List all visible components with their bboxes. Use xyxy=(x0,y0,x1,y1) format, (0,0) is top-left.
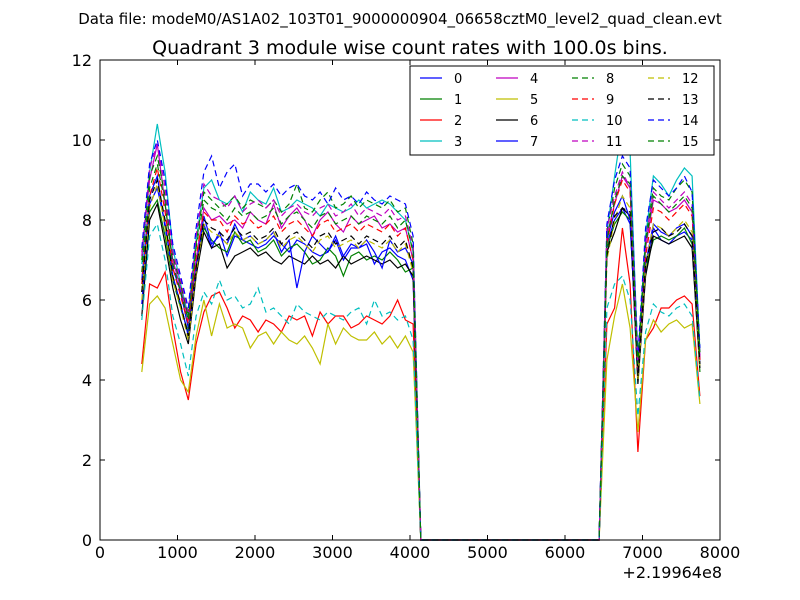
series-line-12 xyxy=(141,183,701,541)
legend-label-7: 7 xyxy=(530,135,538,150)
x-tick-label: 5000 xyxy=(467,543,508,562)
y-tick-label: 10 xyxy=(72,131,92,150)
x-tick-label: 2000 xyxy=(235,543,276,562)
y-tick-label: 0 xyxy=(82,531,92,550)
legend-label-3: 3 xyxy=(454,135,462,150)
legend-label-13: 13 xyxy=(682,93,699,108)
series-line-1 xyxy=(141,198,701,541)
y-tick-label: 12 xyxy=(72,51,92,70)
legend-label-5: 5 xyxy=(530,93,538,108)
x-tick-label: 3000 xyxy=(312,543,353,562)
series-line-15 xyxy=(141,163,701,541)
series-line-3 xyxy=(141,123,701,541)
legend-label-8: 8 xyxy=(606,72,614,87)
legend-label-12: 12 xyxy=(682,72,699,87)
y-tick-label: 4 xyxy=(82,371,92,390)
series-line-7 xyxy=(141,186,701,541)
series-line-5 xyxy=(141,283,701,541)
legend-label-14: 14 xyxy=(682,114,699,129)
legend-label-10: 10 xyxy=(606,114,623,129)
series-line-6 xyxy=(141,202,701,541)
y-tick-label: 2 xyxy=(82,451,92,470)
legend-label-11: 11 xyxy=(606,135,623,150)
series-line-11 xyxy=(141,143,701,541)
legend-label-6: 6 xyxy=(530,114,538,129)
legend-label-0: 0 xyxy=(454,72,462,87)
series-line-10 xyxy=(141,222,701,541)
y-tick-label: 6 xyxy=(82,291,92,310)
series-group xyxy=(141,123,701,541)
series-line-9 xyxy=(141,167,701,541)
x-tick-label: 0 xyxy=(95,543,105,562)
chart-suptitle: Data file: modeM0/AS1A02_103T01_90000009… xyxy=(78,10,722,29)
legend-label-4: 4 xyxy=(530,72,538,87)
legend-box xyxy=(409,65,715,156)
legend-label-1: 1 xyxy=(454,93,462,108)
x-tick-label: 6000 xyxy=(545,543,586,562)
chart-title: Quadrant 3 module wise count rates with … xyxy=(152,37,668,59)
y-tick-label: 8 xyxy=(82,211,92,230)
legend-label-9: 9 xyxy=(606,93,614,108)
legend-label-2: 2 xyxy=(454,114,462,129)
legend-label-15: 15 xyxy=(682,135,699,150)
x-tick-label: 8000 xyxy=(700,543,741,562)
series-line-2 xyxy=(141,227,701,541)
x-tick-label: 4000 xyxy=(390,543,431,562)
x-tick-label: 7000 xyxy=(622,543,663,562)
series-line-13 xyxy=(141,177,701,541)
x-tick-label: 1000 xyxy=(157,543,198,562)
x-offset-label: +2.19964e8 xyxy=(622,563,722,582)
ticks-group: 0 1000 2000 3000 4000 5000 6000 7000 80000246810… xyxy=(72,51,741,562)
